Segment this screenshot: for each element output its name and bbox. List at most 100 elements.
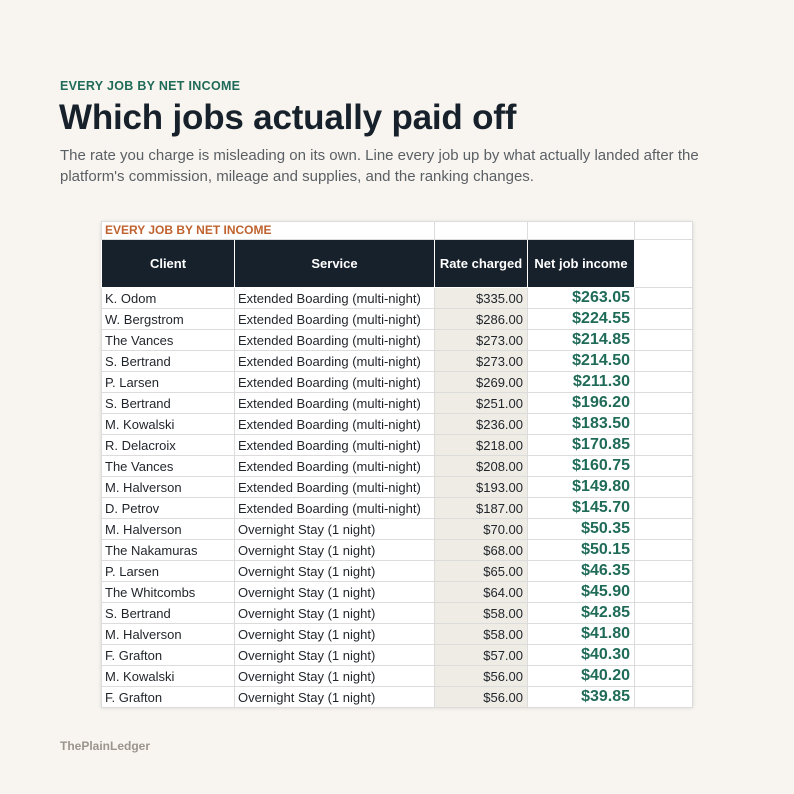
empty-cell[interactable] xyxy=(634,221,693,240)
client-cell[interactable]: P. Larsen xyxy=(101,560,235,582)
rate-cell[interactable]: $68.00 xyxy=(434,539,528,561)
empty-cell[interactable] xyxy=(634,308,693,330)
service-cell[interactable]: Overnight Stay (1 night) xyxy=(234,539,435,561)
net-income-cell[interactable]: $160.75 xyxy=(527,455,635,477)
empty-cell[interactable] xyxy=(634,560,693,582)
net-income-cell[interactable]: $196.20 xyxy=(527,392,635,414)
column-header-client[interactable]: Client xyxy=(101,239,235,288)
empty-cell[interactable] xyxy=(634,665,693,687)
net-income-cell[interactable]: $214.50 xyxy=(527,350,635,372)
rate-cell[interactable]: $273.00 xyxy=(434,329,528,351)
rate-cell[interactable]: $58.00 xyxy=(434,602,528,624)
rate-cell[interactable]: $193.00 xyxy=(434,476,528,498)
rate-cell[interactable]: $269.00 xyxy=(434,371,528,393)
net-income-cell[interactable]: $46.35 xyxy=(527,560,635,582)
sheet-label[interactable]: EVERY JOB BY NET INCOME xyxy=(101,221,435,240)
rate-cell[interactable]: $251.00 xyxy=(434,392,528,414)
service-cell[interactable]: Extended Boarding (multi-night) xyxy=(234,434,435,456)
service-cell[interactable]: Overnight Stay (1 night) xyxy=(234,602,435,624)
rate-cell[interactable]: $208.00 xyxy=(434,455,528,477)
rate-cell[interactable]: $65.00 xyxy=(434,560,528,582)
service-cell[interactable]: Overnight Stay (1 night) xyxy=(234,644,435,666)
client-cell[interactable]: M. Halverson xyxy=(101,623,235,645)
rate-cell[interactable]: $187.00 xyxy=(434,497,528,519)
empty-cell[interactable] xyxy=(634,686,693,708)
rate-cell[interactable]: $57.00 xyxy=(434,644,528,666)
service-cell[interactable]: Extended Boarding (multi-night) xyxy=(234,413,435,435)
net-income-cell[interactable]: $40.20 xyxy=(527,665,635,687)
service-cell[interactable]: Extended Boarding (multi-night) xyxy=(234,455,435,477)
net-income-cell[interactable]: $42.85 xyxy=(527,602,635,624)
net-income-cell[interactable]: $183.50 xyxy=(527,413,635,435)
rate-cell[interactable]: $70.00 xyxy=(434,518,528,540)
empty-cell[interactable] xyxy=(634,518,693,540)
empty-cell[interactable] xyxy=(634,644,693,666)
rate-cell[interactable]: $64.00 xyxy=(434,581,528,603)
net-income-cell[interactable]: $45.90 xyxy=(527,581,635,603)
empty-cell[interactable] xyxy=(634,329,693,351)
client-cell[interactable]: F. Grafton xyxy=(101,686,235,708)
client-cell[interactable]: K. Odom xyxy=(101,287,235,309)
empty-cell[interactable] xyxy=(434,221,528,240)
client-cell[interactable]: S. Bertrand xyxy=(101,350,235,372)
service-cell[interactable]: Overnight Stay (1 night) xyxy=(234,581,435,603)
service-cell[interactable]: Overnight Stay (1 night) xyxy=(234,623,435,645)
rate-cell[interactable]: $335.00 xyxy=(434,287,528,309)
client-cell[interactable]: The Nakamuras xyxy=(101,539,235,561)
service-cell[interactable]: Extended Boarding (multi-night) xyxy=(234,329,435,351)
client-cell[interactable]: M. Halverson xyxy=(101,518,235,540)
client-cell[interactable]: W. Bergstrom xyxy=(101,308,235,330)
client-cell[interactable]: The Whitcombs xyxy=(101,581,235,603)
net-income-cell[interactable]: $149.80 xyxy=(527,476,635,498)
service-cell[interactable]: Overnight Stay (1 night) xyxy=(234,686,435,708)
rate-cell[interactable]: $218.00 xyxy=(434,434,528,456)
service-cell[interactable]: Extended Boarding (multi-night) xyxy=(234,287,435,309)
client-cell[interactable]: P. Larsen xyxy=(101,371,235,393)
client-cell[interactable]: D. Petrov xyxy=(101,497,235,519)
net-income-cell[interactable]: $50.35 xyxy=(527,518,635,540)
empty-cell[interactable] xyxy=(527,221,635,240)
net-income-cell[interactable]: $211.30 xyxy=(527,371,635,393)
net-income-cell[interactable]: $263.05 xyxy=(527,287,635,309)
net-income-cell[interactable]: $50.15 xyxy=(527,539,635,561)
service-cell[interactable]: Overnight Stay (1 night) xyxy=(234,560,435,582)
empty-cell[interactable] xyxy=(634,371,693,393)
rate-cell[interactable]: $56.00 xyxy=(434,686,528,708)
client-cell[interactable]: R. Delacroix xyxy=(101,434,235,456)
empty-cell[interactable] xyxy=(634,392,693,414)
rate-cell[interactable]: $286.00 xyxy=(434,308,528,330)
column-header-net[interactable]: Net job income xyxy=(527,239,635,288)
client-cell[interactable]: M. Halverson xyxy=(101,476,235,498)
service-cell[interactable]: Extended Boarding (multi-night) xyxy=(234,350,435,372)
rate-cell[interactable]: $58.00 xyxy=(434,623,528,645)
service-cell[interactable]: Overnight Stay (1 night) xyxy=(234,518,435,540)
empty-cell[interactable] xyxy=(634,434,693,456)
service-cell[interactable]: Extended Boarding (multi-night) xyxy=(234,497,435,519)
net-income-cell[interactable]: $39.85 xyxy=(527,686,635,708)
column-header-service[interactable]: Service xyxy=(234,239,435,288)
rate-cell[interactable]: $273.00 xyxy=(434,350,528,372)
client-cell[interactable]: S. Bertrand xyxy=(101,602,235,624)
net-income-cell[interactable]: $40.30 xyxy=(527,644,635,666)
empty-cell[interactable] xyxy=(634,581,693,603)
client-cell[interactable]: M. Kowalski xyxy=(101,665,235,687)
net-income-cell[interactable]: $145.70 xyxy=(527,497,635,519)
rate-cell[interactable]: $236.00 xyxy=(434,413,528,435)
client-cell[interactable]: F. Grafton xyxy=(101,644,235,666)
service-cell[interactable]: Overnight Stay (1 night) xyxy=(234,665,435,687)
empty-cell[interactable] xyxy=(634,497,693,519)
net-income-cell[interactable]: $170.85 xyxy=(527,434,635,456)
empty-cell[interactable] xyxy=(634,413,693,435)
client-cell[interactable]: S. Bertrand xyxy=(101,392,235,414)
empty-cell[interactable] xyxy=(634,602,693,624)
column-header-rate[interactable]: Rate charged xyxy=(434,239,528,288)
empty-cell[interactable] xyxy=(634,287,693,309)
net-income-cell[interactable]: $41.80 xyxy=(527,623,635,645)
empty-cell[interactable] xyxy=(634,476,693,498)
client-cell[interactable]: The Vances xyxy=(101,329,235,351)
empty-cell[interactable] xyxy=(634,455,693,477)
client-cell[interactable]: The Vances xyxy=(101,455,235,477)
client-cell[interactable]: M. Kowalski xyxy=(101,413,235,435)
empty-cell[interactable] xyxy=(634,539,693,561)
service-cell[interactable]: Extended Boarding (multi-night) xyxy=(234,476,435,498)
